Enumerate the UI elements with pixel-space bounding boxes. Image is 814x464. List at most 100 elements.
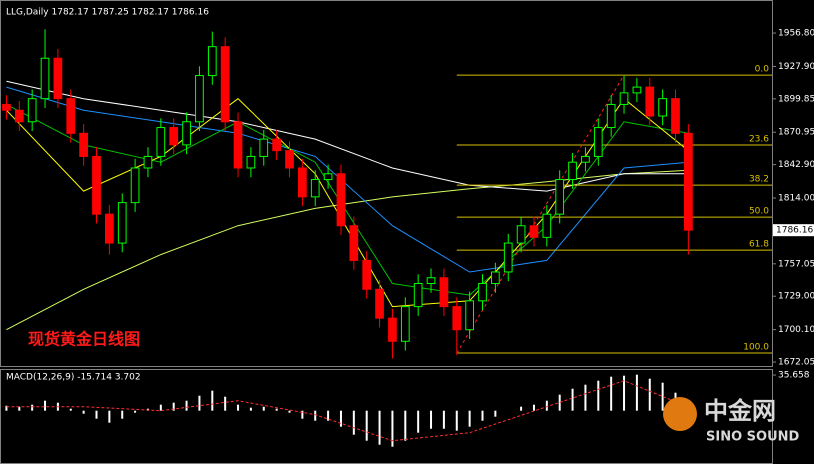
logo-sub: SINO SOUND	[706, 430, 800, 445]
candle-body	[92, 155, 101, 215]
candle-body	[491, 271, 500, 285]
candle-body	[105, 213, 114, 244]
candle-body	[465, 300, 474, 331]
fib-label: 61.8	[749, 240, 769, 250]
y-tick-label: 1899.85	[778, 94, 814, 104]
annotation: 现货黄金日线图	[28, 330, 140, 349]
macd-bar	[262, 406, 265, 411]
macd-bar	[404, 410, 407, 441]
candle-body	[478, 283, 487, 302]
macd-signal	[6, 380, 689, 442]
candle-body	[516, 225, 526, 244]
candle-body	[400, 306, 410, 342]
fib-label: 38.2	[749, 175, 769, 185]
candle-body	[568, 161, 577, 181]
candle-body	[645, 86, 655, 117]
macd-bar	[571, 388, 574, 411]
moving-average	[6, 97, 689, 308]
macd-panel	[0, 369, 773, 464]
macd-bar	[172, 402, 175, 411]
macd-bar	[185, 400, 188, 411]
moving-average	[6, 103, 689, 296]
candle-body	[349, 225, 359, 261]
price-tag-bg	[773, 224, 814, 237]
candle-body	[272, 138, 281, 152]
candle-body	[117, 202, 127, 244]
macd-bar	[648, 378, 651, 411]
candle-body	[671, 98, 680, 134]
macd-bar	[95, 410, 98, 419]
macd-bar	[121, 410, 124, 419]
candle-body	[169, 127, 179, 146]
candle-body	[555, 179, 565, 215]
price-tag: 1786.16	[776, 226, 813, 236]
candle-body	[220, 46, 230, 123]
candle-body	[426, 277, 436, 285]
candle-body	[362, 259, 372, 290]
y-tick-label: 1672.05	[778, 358, 814, 368]
y-tick-label: 1927.90	[778, 62, 814, 72]
macd-bar	[211, 390, 214, 411]
macd-bar	[481, 410, 484, 421]
moving-average	[6, 169, 689, 331]
candle-body	[298, 167, 307, 198]
macd-bar	[327, 410, 330, 421]
candle-body	[452, 306, 462, 331]
candle-body	[143, 155, 153, 169]
chart-title: LLG,Daily 1782.17 1787.25 1782.17 1786.1…	[6, 8, 209, 18]
macd-bar	[597, 380, 600, 411]
macd-bar	[584, 384, 587, 411]
candle-body	[684, 132, 693, 231]
macd-title: MACD(12,26,9) -15.714 3.702	[6, 373, 141, 383]
logo-icon	[663, 397, 697, 431]
moving-average	[6, 80, 689, 192]
y-tick-label: 1956.80	[778, 29, 814, 39]
candle-body	[246, 155, 256, 169]
candle-body	[207, 46, 217, 77]
macd-bar	[224, 396, 227, 411]
macd-bar	[442, 410, 445, 429]
macd-bar	[5, 405, 8, 411]
candle-body	[375, 288, 384, 319]
candle-body	[66, 98, 76, 134]
candle-body	[310, 179, 320, 198]
candle-body	[503, 242, 513, 273]
y-tick-label: 1842.90	[778, 160, 814, 170]
macd-bar	[108, 410, 111, 423]
macd-bar	[69, 408, 72, 411]
macd-bar	[275, 408, 278, 411]
fib-label: 50.0	[749, 207, 769, 217]
candle-body	[388, 317, 397, 342]
macd-bar	[365, 410, 368, 441]
fib-label: 0.0	[755, 65, 770, 75]
macd-bar	[31, 404, 34, 411]
macd-bar	[301, 410, 304, 419]
y-tick-label: 1757.05	[778, 259, 814, 269]
macd-bar	[430, 410, 433, 429]
candle-body	[2, 103, 11, 111]
macd-bar	[610, 376, 613, 411]
candle-body	[581, 155, 590, 163]
candle-body	[195, 75, 204, 123]
y-tick-label: 1700.10	[778, 325, 814, 335]
macd-bar	[545, 400, 548, 411]
macd-bar	[455, 410, 458, 431]
macd-bar	[134, 410, 137, 413]
candle-body	[632, 86, 642, 94]
candle-body	[336, 173, 346, 227]
candle-body	[413, 283, 423, 308]
macd-bar	[558, 394, 561, 411]
macd-bar	[378, 410, 381, 445]
candle-body	[658, 98, 667, 117]
macd-bar	[623, 375, 626, 411]
macd-bar	[661, 382, 664, 411]
macd-bar	[82, 410, 85, 414]
candle-body	[606, 103, 616, 129]
macd-bar	[339, 410, 342, 427]
macd-bar	[159, 404, 162, 411]
main-panel	[0, 0, 773, 367]
macd-bar	[352, 410, 355, 435]
macd-bar	[520, 406, 523, 411]
y-tick-label: 1870.95	[778, 128, 814, 138]
macd-bar	[391, 410, 394, 447]
